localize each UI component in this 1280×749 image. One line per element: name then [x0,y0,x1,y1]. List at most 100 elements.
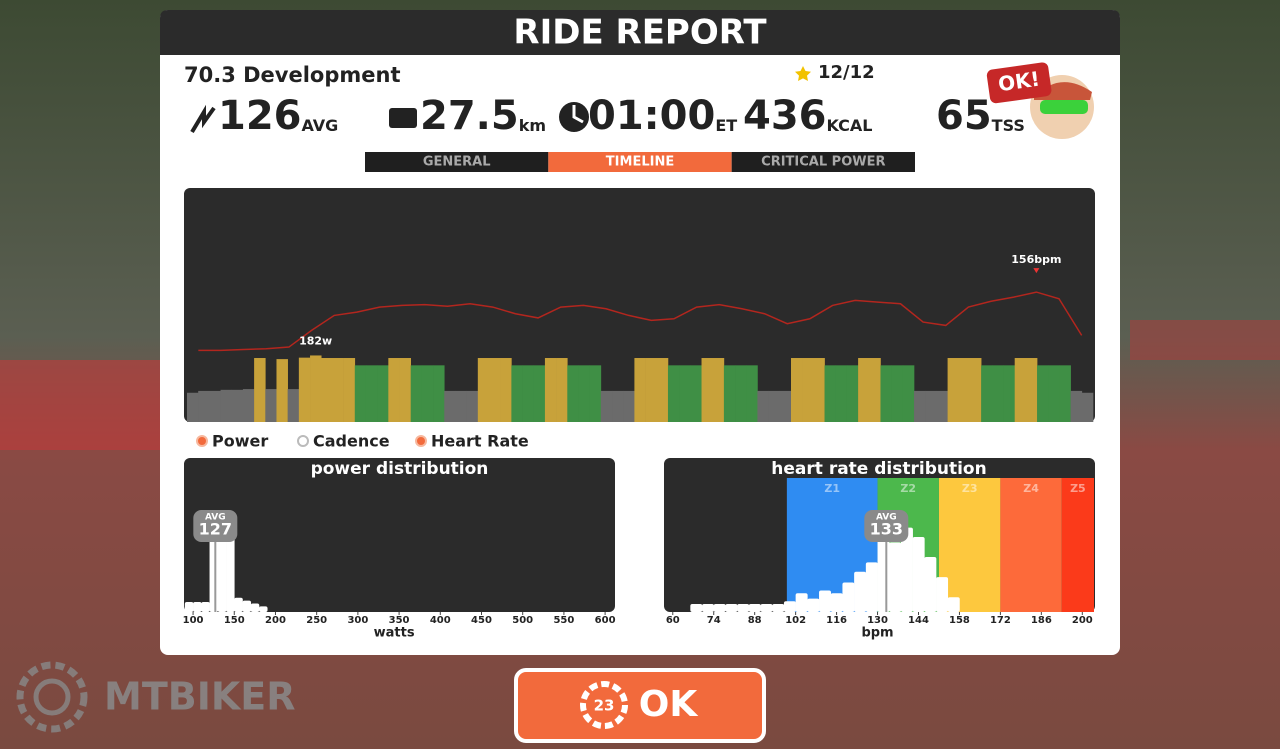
power-bar [444,390,456,422]
badge-text: OK! [997,67,1042,97]
stat: 65TSS [936,93,1025,139]
banner [0,360,160,450]
hr-zone-label: Z5 [1070,482,1086,495]
hr-zone-label: Z2 [900,482,916,495]
power-bar [936,390,948,422]
legend-toggle[interactable] [415,435,427,447]
hr-peak-marker [1033,268,1040,274]
x-tick-label: 300 [347,615,368,626]
power-bar [254,358,266,422]
power-bar [723,365,736,422]
x-tick-label: 200 [265,615,286,626]
power-bar [757,390,769,422]
watermark-logo-inner [33,678,71,716]
power-bar [869,358,881,422]
histogram-bar [865,562,878,612]
power-bar [891,365,904,422]
histogram-bar [242,600,252,612]
power-bar [1037,365,1049,422]
legend-label[interactable]: Cadence [313,432,390,451]
power-bar [198,390,210,422]
tab-label[interactable]: CRITICAL POWER [761,155,885,170]
power-bar [735,365,747,422]
tab-label[interactable]: TIMELINE [606,155,674,170]
stat-unit: KCAL [827,116,873,135]
histogram-bar [830,593,843,612]
power-bar [276,359,288,422]
x-tick-label: 200 [1072,615,1093,626]
histogram-bar [912,536,925,612]
power-bar [377,365,389,422]
workout-name: 70.3 Development [184,63,401,87]
x-tick-label: 172 [990,615,1011,626]
histogram-bar [737,603,750,612]
power-bar [846,365,859,422]
hr-zone-label: Z3 [962,482,978,495]
tab[interactable] [731,152,915,172]
power-bar [981,365,993,422]
stat-unit: ET [715,116,737,135]
x-tick-label: 350 [389,615,410,626]
hr-zone [938,478,1001,612]
stat-value: 436 [743,93,827,139]
power-bar [421,365,434,422]
power-bar [634,358,646,422]
countdown-ring [580,681,628,729]
power-bar [858,358,870,422]
x-tick-label: 158 [949,615,970,626]
badge: OK! [986,62,1052,104]
x-tick-label: 74 [707,615,721,626]
histogram-bar [690,603,703,612]
legend-toggle[interactable] [297,435,309,447]
distance-icon [389,108,417,128]
power-bar [656,358,669,422]
header-bar [160,10,1120,55]
power-bar [902,365,915,422]
histogram-bar [795,593,808,612]
x-tick-label: 450 [471,615,492,626]
x-tick-label: 600 [595,615,616,626]
histogram-bar [234,597,243,612]
badge-bubble [986,62,1052,104]
power-bar [835,365,848,422]
power-bar [667,365,680,422]
histogram-bar [250,603,260,612]
avg-badge [193,510,238,542]
power-bar [242,389,255,422]
x-tick-label: 88 [748,615,762,626]
tab-label[interactable]: GENERAL [423,155,491,170]
stat: 01:00ET [588,93,737,139]
avatar-glasses [1040,100,1088,114]
power-bar [365,365,378,422]
legend-toggle[interactable] [196,435,208,447]
power-bar [1059,365,1071,422]
tab[interactable] [548,152,732,172]
stat-value: 01:00 [588,93,715,139]
power-bar [779,390,792,422]
ok-button-label[interactable]: OK [639,684,699,725]
ok-button[interactable] [514,668,766,743]
histogram-bar [725,603,738,612]
power-bar [209,390,221,422]
legend-label[interactable]: Heart Rate [431,432,529,451]
power-bar [701,358,714,422]
legend-label[interactable]: Power [212,432,268,451]
power-bar [220,389,233,422]
stat: 436KCAL [743,93,873,139]
hr-peak-label: 156bpm [1011,253,1061,266]
heart-rate-line [198,291,1083,352]
x-tick-label: 550 [553,615,574,626]
power-bar [880,365,892,422]
power-bar [287,389,300,422]
stat-unit: km [519,116,546,135]
timeline-chart: 182w 156bpm [187,253,1094,422]
tab[interactable] [365,152,549,172]
x-tick-label: 150 [224,615,245,626]
power-bar [1048,365,1060,422]
power-bar [455,390,467,422]
x-tick-label: 186 [1031,615,1052,626]
stat-value: 27.5 [420,93,519,139]
hr-zone-label: Z1 [824,482,840,495]
power-distribution-panel [184,458,615,612]
